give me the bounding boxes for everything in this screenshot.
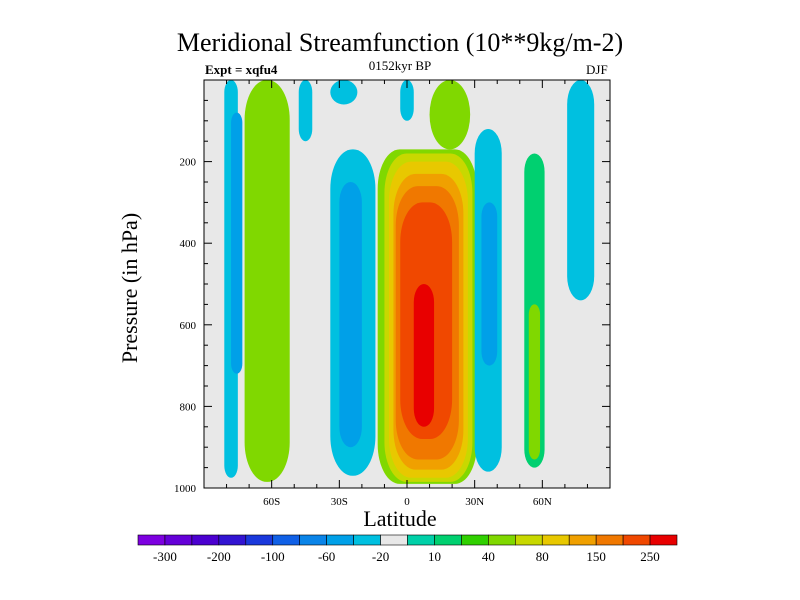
colorbar-label: 150 — [586, 549, 606, 564]
colorbar-label: 40 — [482, 549, 495, 564]
colorbar-swatch-8 — [326, 534, 354, 546]
colorbar-swatch-3 — [191, 534, 220, 546]
colorbar-label: -60 — [318, 549, 335, 564]
x-tick-label: 60S — [263, 496, 280, 508]
colorbar-swatch-14 — [488, 534, 516, 546]
contour-region-20 — [528, 304, 541, 460]
colorbar-swatch-19 — [622, 534, 651, 546]
experiment-label: Expt = xqfu4 — [205, 62, 278, 77]
contour-region-7 — [339, 182, 362, 448]
time-label: 0152kyr BP — [368, 58, 432, 73]
colorbar-swatch-18 — [595, 534, 624, 546]
colorbar-label: -100 — [261, 549, 285, 564]
colorbar-label: -20 — [372, 549, 389, 564]
colorbar-label: 10 — [428, 549, 441, 564]
plot-area — [204, 80, 610, 488]
colorbar-label: 80 — [536, 549, 549, 564]
colorbar-swatch-9 — [353, 534, 381, 546]
colorbar: -300 -200 -100 -60 -20 10 40 80 150 250 — [137, 534, 678, 564]
colorbar-swatch-13 — [461, 534, 489, 546]
colorbar-swatch-2 — [164, 534, 193, 546]
x-tick-label: 60N — [533, 496, 552, 508]
colorbar-swatch-5 — [245, 534, 274, 546]
contour-region-2 — [231, 112, 243, 374]
y-tick-label: 400 — [180, 238, 197, 250]
contour-fills — [224, 80, 595, 484]
x-tick-label: 30N — [465, 496, 484, 508]
colorbar-swatch-17 — [568, 534, 597, 546]
y-tick-label: 800 — [180, 401, 197, 413]
contour-region-21 — [567, 80, 595, 301]
colorbar-swatch-16 — [541, 534, 570, 546]
y-tick-label: 1000 — [174, 483, 197, 495]
colorbar-swatch-1 — [137, 534, 166, 546]
y-tick-label: 600 — [180, 320, 197, 332]
colorbar-swatch-11 — [407, 534, 435, 546]
contour-region-5 — [330, 80, 358, 105]
colorbar-label: -300 — [153, 549, 177, 564]
colorbar-swatch-20 — [649, 534, 678, 546]
contour-region-4 — [298, 80, 313, 142]
axes: 60S 30S 0 30N 60N 200 400 600 800 1000 — [174, 79, 611, 508]
colorbar-label: 250 — [640, 549, 660, 564]
colorbar-label: -200 — [207, 549, 231, 564]
colorbar-swatch-12 — [434, 534, 462, 546]
contour-region-18 — [481, 202, 498, 366]
colorbar-swatch-6 — [272, 534, 301, 546]
colorbar-swatch-7 — [299, 534, 327, 546]
x-axis-title: Latitude — [363, 506, 437, 531]
contour-region-3 — [244, 80, 290, 482]
colorbar-swatch-15 — [514, 534, 543, 546]
contour-region-16 — [429, 80, 471, 150]
y-tick-label: 200 — [180, 157, 197, 169]
contour-region-8 — [400, 80, 414, 121]
colorbar-swatch-4 — [218, 534, 247, 546]
chart-title: Meridional Streamfunction (10**9kg/m-2) — [176, 28, 624, 57]
colorbar-swatch-10 — [380, 534, 408, 546]
contour-region-15 — [413, 284, 435, 427]
x-tick-label: 0 — [404, 496, 410, 508]
season-label: DJF — [586, 62, 608, 77]
x-tick-label: 30S — [331, 496, 348, 508]
